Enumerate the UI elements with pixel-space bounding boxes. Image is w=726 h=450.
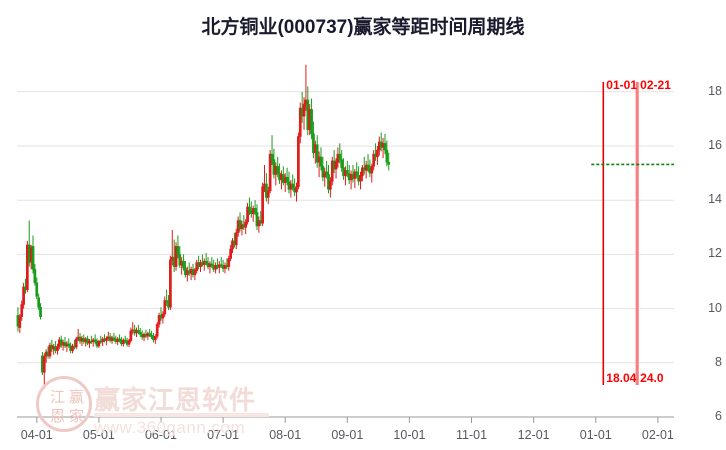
y-axis-tick-label: 12: [708, 246, 722, 261]
y-axis-tick-label: 18: [708, 83, 722, 98]
x-axis-tick-label: 08-01: [269, 428, 302, 442]
marker-lines: [591, 82, 674, 385]
candle-series: [16, 64, 391, 389]
vline-label-top-right: 02-21: [640, 78, 671, 92]
vline-label-bottom-right: 24.0: [640, 371, 664, 385]
x-axis-tick-label: 11-01: [456, 428, 488, 442]
gridlines: [17, 91, 674, 418]
x-axis-tick-label: 05-01: [82, 428, 115, 442]
x-axis-tick-label: 02-01: [641, 428, 674, 442]
page-title: 北方铜业(000737)赢家等距时间周期线: [201, 17, 525, 38]
x-axis-tick-label: 06-01: [144, 428, 177, 442]
x-axis-tick-label: 07-01: [207, 428, 240, 442]
y-axis-tick-label: 16: [708, 138, 722, 152]
y-axis-tick-label: 8: [715, 354, 722, 369]
y-axis-tick-label: 6: [715, 409, 722, 423]
x-axis-tick-label: 01-01: [579, 428, 612, 442]
x-axis-tick-label: 12-01: [517, 428, 550, 442]
y-axis-tick-label: 10: [708, 300, 722, 315]
x-axis-tick-label: 04-01: [20, 428, 53, 442]
vline-label-top-left: 01-01: [606, 78, 637, 92]
axis-tick-marks: [36, 417, 659, 423]
y-axis-tick-label: 14: [708, 192, 722, 207]
vline-label-bottom-left: 18.04: [606, 371, 637, 385]
x-axis-tick-label: 09-01: [331, 428, 364, 442]
x-axis-tick-label: 10-01: [393, 428, 426, 442]
